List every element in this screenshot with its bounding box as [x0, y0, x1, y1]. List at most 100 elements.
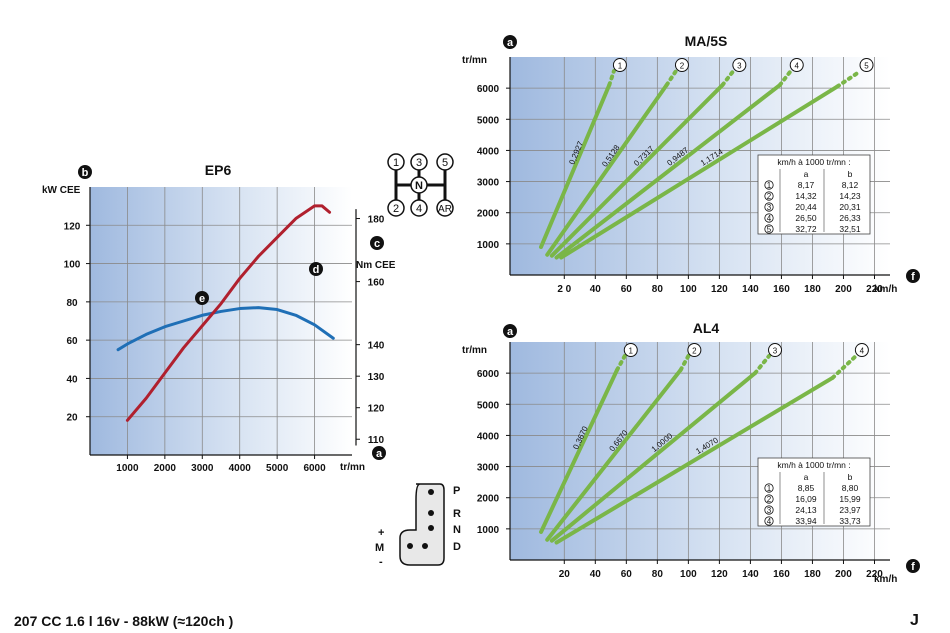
engine-x-tick-label: 2000 [154, 463, 177, 474]
marker-f-manual: f [906, 269, 920, 283]
selector-p: P [453, 485, 460, 497]
svg-text:4: 4 [416, 203, 422, 215]
auto-table-gear: 1 [767, 484, 772, 493]
manual-gear-overrev-4 [777, 69, 793, 88]
auto-gear-badge-label: 1 [629, 347, 634, 356]
manual-table-a-value: 8,17 [798, 180, 815, 190]
selector-n: N [453, 524, 461, 536]
auto-gear-line-3 [549, 371, 758, 543]
engine-title: EP6 [205, 162, 232, 178]
manual-table-b-value: 26,33 [839, 213, 861, 223]
marker-a-engine: a [372, 446, 386, 460]
gear-reverse-badge: AR [436, 199, 454, 217]
engine-y-tick-label: 40 [66, 374, 78, 385]
manual-y-tick-label: 6000 [477, 84, 500, 95]
marker-a-manual: a [503, 35, 517, 49]
engine-series [116, 204, 335, 422]
engine-x-tick-label: 1000 [116, 463, 139, 474]
svg-text:b: b [82, 167, 89, 179]
engine-y-label: kW CEE [42, 185, 81, 196]
manual-gear-badge-label: 1 [618, 62, 623, 71]
manual-gear-line-4 [554, 83, 782, 260]
manual-table-gear-badge [764, 224, 774, 234]
engine-x-tick-label: 3000 [191, 463, 214, 474]
auto-table-col-b: b [848, 472, 853, 482]
svg-text:a: a [507, 37, 514, 49]
manual-table-gear-badge [764, 213, 774, 223]
svg-text:f: f [911, 271, 915, 283]
auto-y-tick-label: 6000 [477, 369, 500, 380]
engine-ticks: 1000 2000 3000 4000 5000 6000 20 40 60 80 100 120 11… [64, 187, 385, 474]
manual-gear-badge-2 [674, 58, 689, 73]
manual-gear-badge-5 [859, 58, 874, 73]
engine-y2-tick-label: 110 [368, 435, 385, 446]
manual-table-a-value: 32,72 [795, 224, 817, 234]
auto-table-gear-badge [764, 494, 774, 504]
auto-table-gear-badge [764, 505, 774, 515]
auto-table-title: km/h à 1000 tr/mn : [777, 460, 850, 470]
auto-table-gear: 4 [767, 517, 772, 526]
manual-gear-badge-label: 5 [864, 62, 869, 71]
marker-a-auto: a [503, 324, 517, 338]
engine-y2-label: Nm CEE [356, 260, 396, 271]
auto-gear-line-2 [545, 368, 683, 542]
auto-gear-badge-3 [768, 343, 783, 358]
manual-x-tick-label: 80 [652, 284, 664, 295]
manual-gear-badge-1 [612, 58, 627, 73]
gear-5-badge: 5 [436, 153, 454, 171]
engine-plot-background [90, 187, 352, 455]
svg-text:c: c [374, 238, 380, 250]
manual-table-b-value: 8,12 [842, 180, 859, 190]
manual-table-a-value: 14,32 [795, 191, 817, 201]
auto-gear-overrev-1 [615, 354, 627, 373]
gear-3-badge: 3 [410, 153, 428, 171]
auto-gear-badge-4 [854, 343, 869, 358]
manual-x-tick-label: 140 [742, 284, 759, 295]
manual-y-tick-label: 2000 [477, 209, 500, 220]
auto-y-tick-label: 2000 [477, 494, 500, 505]
manual-x-tick-label: 60 [621, 284, 633, 295]
manual-table-col-b: b [848, 169, 853, 179]
engine-y-tick-label: 100 [64, 260, 81, 271]
manual-y-tick-label: 1000 [477, 240, 500, 251]
manual-x-tick-label: 100 [680, 284, 697, 295]
auto-title: AL4 [693, 320, 720, 336]
auto-x-tick-label: 220 [866, 569, 883, 580]
manual-table-gear: 4 [767, 214, 772, 223]
manual-table-gear-badge [764, 191, 774, 201]
engine-y-tick-label: 60 [66, 336, 78, 347]
manual-table-col-a: a [804, 169, 809, 179]
auto-gear-overrev-4 [830, 354, 858, 380]
manual-gear-overrev-2 [664, 69, 678, 88]
manual-table-b-value: 14,23 [839, 191, 861, 201]
marker-c: c [370, 236, 384, 250]
manual-table-b-value: 20,31 [839, 202, 861, 212]
svg-text:e: e [199, 293, 205, 305]
manual-table-a-value: 20,44 [795, 202, 817, 212]
manual-title: MA/5S [685, 33, 728, 49]
selector-minus: - [379, 556, 383, 568]
gear-1-badge: 1 [387, 153, 405, 171]
auto-ratio-table: km/h à 1000 tr/mn : a b 1 8,85 8,80 2 16,09 15,9… [757, 457, 871, 527]
auto-gear-line-1 [539, 368, 620, 534]
selector-r: R [453, 508, 461, 520]
engine-series-d [125, 204, 332, 422]
manual-table-box [757, 154, 871, 235]
auto-gear-line-4 [554, 375, 835, 545]
auto-x-tick-label: 200 [835, 569, 852, 580]
engine-chart: 1000 2000 3000 4000 5000 6000 20 40 60 80 100 120 11… [42, 162, 396, 474]
manual-y-tick-label: 4000 [477, 146, 500, 157]
auto-gear-badge-label: 4 [860, 347, 865, 356]
engine-series-e [116, 306, 335, 352]
engine-y2-tick-label: 120 [368, 404, 385, 415]
auto-y-label: tr/mn [462, 345, 487, 356]
auto-x-tick-label: 120 [711, 569, 728, 580]
auto-x-tick-label: 180 [804, 569, 821, 580]
manual-ticks: 2 0 40 60 80 100 120 140 160 180 200 2201000200030… [477, 57, 890, 295]
model-footer: 207 CC 1.6 l 16v - 88kW (≈120ch ) [14, 613, 234, 629]
manual-gear-badge-label: 2 [680, 62, 685, 71]
auto-gear-badge-label: 2 [692, 347, 697, 356]
svg-text:f: f [911, 561, 915, 573]
auto-table-box [757, 457, 871, 527]
